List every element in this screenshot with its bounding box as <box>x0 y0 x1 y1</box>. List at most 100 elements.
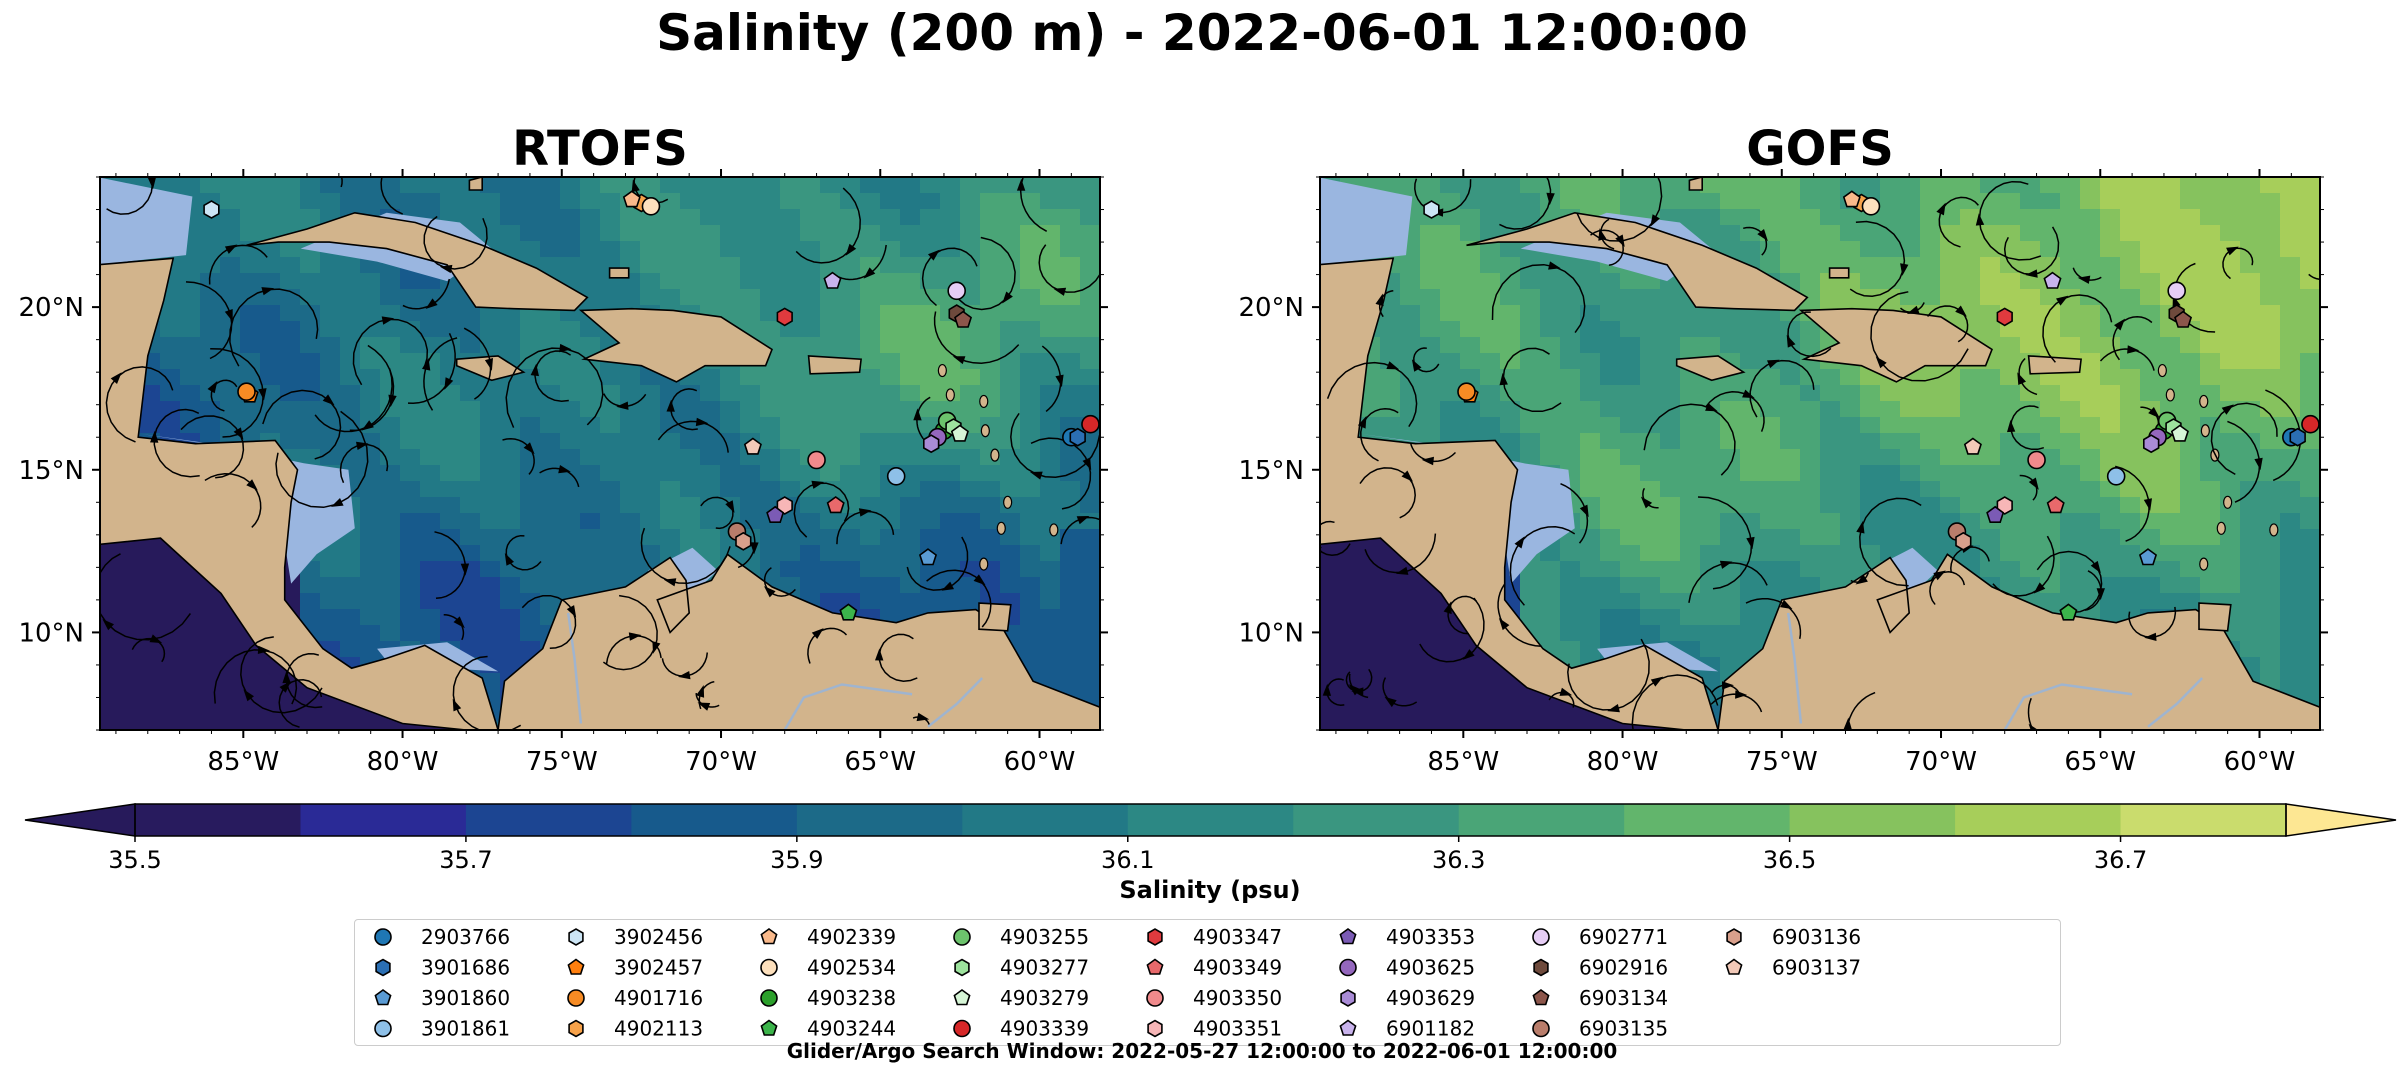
salinity-cell <box>2280 177 2301 194</box>
salinity-cell <box>520 625 541 642</box>
salinity-cell <box>1640 177 1661 194</box>
salinity-cell <box>1680 497 1701 514</box>
salinity-cell <box>520 321 541 338</box>
salinity-cell <box>840 465 861 482</box>
float-marker-4902534 <box>641 196 661 216</box>
salinity-cell <box>2040 241 2061 258</box>
salinity-cell <box>2080 353 2101 370</box>
salinity-cell <box>1640 305 1661 322</box>
salinity-cell <box>1600 561 1621 578</box>
salinity-cell <box>300 257 321 274</box>
legend-item: 4903625 <box>1339 956 1475 980</box>
salinity-cell <box>1740 449 1761 466</box>
salinity-cell <box>1620 369 1641 386</box>
salinity-cell <box>2280 641 2301 658</box>
salinity-cell <box>1000 193 1021 210</box>
salinity-cell <box>1040 257 1061 274</box>
salinity-cell <box>1760 513 1781 530</box>
salinity-cell <box>1720 577 1741 594</box>
salinity-cell <box>900 529 921 546</box>
salinity-cell <box>600 193 621 210</box>
salinity-cell <box>1880 177 1901 194</box>
salinity-cell <box>1080 609 1100 626</box>
salinity-cell <box>2020 545 2041 562</box>
salinity-cell <box>540 481 561 498</box>
salinity-cell <box>980 337 1001 354</box>
salinity-cell <box>220 353 241 370</box>
salinity-cell <box>920 273 941 290</box>
salinity-cell <box>1080 561 1100 578</box>
salinity-cell <box>1740 337 1761 354</box>
salinity-cell <box>1620 593 1641 610</box>
salinity-cell <box>2120 257 2141 274</box>
salinity-cell <box>1900 401 1921 418</box>
streamline-arrow <box>150 430 159 443</box>
salinity-cell <box>1080 353 1100 370</box>
salinity-cell <box>1000 337 1021 354</box>
salinity-cell <box>2180 337 2201 354</box>
float-marker-4903347 <box>1996 307 2013 327</box>
salinity-cell <box>1420 273 1441 290</box>
salinity-cell <box>200 417 221 434</box>
salinity-cell <box>1840 513 1861 530</box>
salinity-cell <box>940 449 961 466</box>
salinity-cell <box>840 545 861 562</box>
salinity-cell <box>1380 385 1401 402</box>
salinity-cell <box>1840 433 1861 450</box>
salinity-cell <box>1620 417 1641 434</box>
salinity-cell <box>2260 209 2281 226</box>
streamline-arrow <box>484 358 493 371</box>
salinity-cell <box>260 353 281 370</box>
salinity-cell <box>1700 209 1721 226</box>
salinity-cell <box>1480 385 1501 402</box>
salinity-cell <box>2080 305 2101 322</box>
salinity-cell <box>1740 609 1761 626</box>
salinity-cell <box>760 177 781 194</box>
float-marker-4903351 <box>776 496 793 515</box>
island <box>979 557 989 571</box>
legend-item: 6901182 <box>1339 1017 1475 1041</box>
salinity-cell <box>1540 353 1561 370</box>
salinity-cell <box>200 289 221 306</box>
salinity-cell <box>980 577 1001 594</box>
salinity-cell <box>1820 481 1841 498</box>
salinity-cell <box>820 385 841 402</box>
land-polygon <box>978 602 1012 632</box>
salinity-cell <box>280 257 301 274</box>
salinity-cell <box>660 529 681 546</box>
salinity-cell <box>480 193 501 210</box>
salinity-cell <box>1740 433 1761 450</box>
salinity-cell <box>300 321 321 338</box>
salinity-cell <box>2120 385 2141 402</box>
salinity-cell <box>2080 529 2101 546</box>
salinity-cell <box>2060 481 2081 498</box>
salinity-cell <box>900 337 921 354</box>
salinity-cell <box>1040 449 1061 466</box>
streamline-arrow <box>863 267 876 279</box>
salinity-cell <box>860 433 881 450</box>
salinity-cell <box>480 561 501 578</box>
salinity-cell <box>700 529 721 546</box>
x-tick-label: 60°W <box>1004 747 1076 777</box>
salinity-cell <box>1860 433 1881 450</box>
salinity-cell <box>2180 225 2201 242</box>
salinity-cell <box>2220 273 2241 290</box>
salinity-cell <box>780 529 801 546</box>
salinity-cell <box>2220 353 2241 370</box>
streamline-arrow <box>257 645 270 654</box>
salinity-cell <box>300 289 321 306</box>
salinity-cell <box>2160 225 2181 242</box>
y-tick-label: 20°N <box>1238 293 1304 323</box>
salinity-cell <box>1640 561 1661 578</box>
salinity-cell <box>1500 337 1521 354</box>
salinity-cell <box>1640 449 1661 466</box>
salinity-cell <box>1060 593 1081 610</box>
salinity-cell <box>340 449 361 466</box>
salinity-cell <box>2240 337 2261 354</box>
salinity-cell <box>1620 529 1641 546</box>
salinity-cell <box>1000 481 1021 498</box>
salinity-cell <box>620 417 641 434</box>
salinity-cell <box>940 481 961 498</box>
streamline-arrow <box>1055 374 1064 388</box>
salinity-cell <box>960 209 981 226</box>
